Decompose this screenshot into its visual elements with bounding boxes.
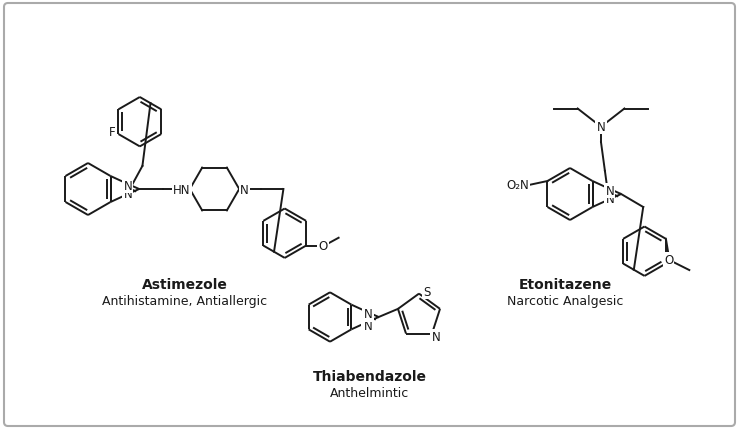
- Text: HN: HN: [173, 183, 191, 196]
- Text: N: N: [240, 183, 248, 196]
- Text: Etonitazene: Etonitazene: [518, 277, 612, 291]
- Text: O: O: [319, 240, 327, 252]
- Text: N: N: [432, 330, 440, 343]
- Text: N: N: [605, 184, 614, 197]
- Text: N: N: [605, 193, 614, 206]
- FancyBboxPatch shape: [4, 4, 735, 426]
- Text: Antihistamine, Antiallergic: Antihistamine, Antiallergic: [103, 294, 268, 307]
- Text: F: F: [109, 125, 116, 138]
- Text: Anthelmintic: Anthelmintic: [330, 386, 409, 399]
- Text: Narcotic Analgesic: Narcotic Analgesic: [507, 294, 623, 307]
- Text: N: N: [364, 319, 372, 332]
- Text: Thiabendazole: Thiabendazole: [313, 369, 427, 383]
- Text: Astimezole: Astimezole: [142, 277, 228, 291]
- Text: N: N: [364, 307, 372, 321]
- Text: N: N: [123, 187, 132, 200]
- Text: H: H: [362, 316, 370, 326]
- Text: O₂N: O₂N: [506, 179, 529, 192]
- Text: S: S: [423, 286, 431, 298]
- Text: O: O: [664, 253, 673, 266]
- Text: N: N: [123, 180, 132, 193]
- Text: N: N: [596, 121, 605, 134]
